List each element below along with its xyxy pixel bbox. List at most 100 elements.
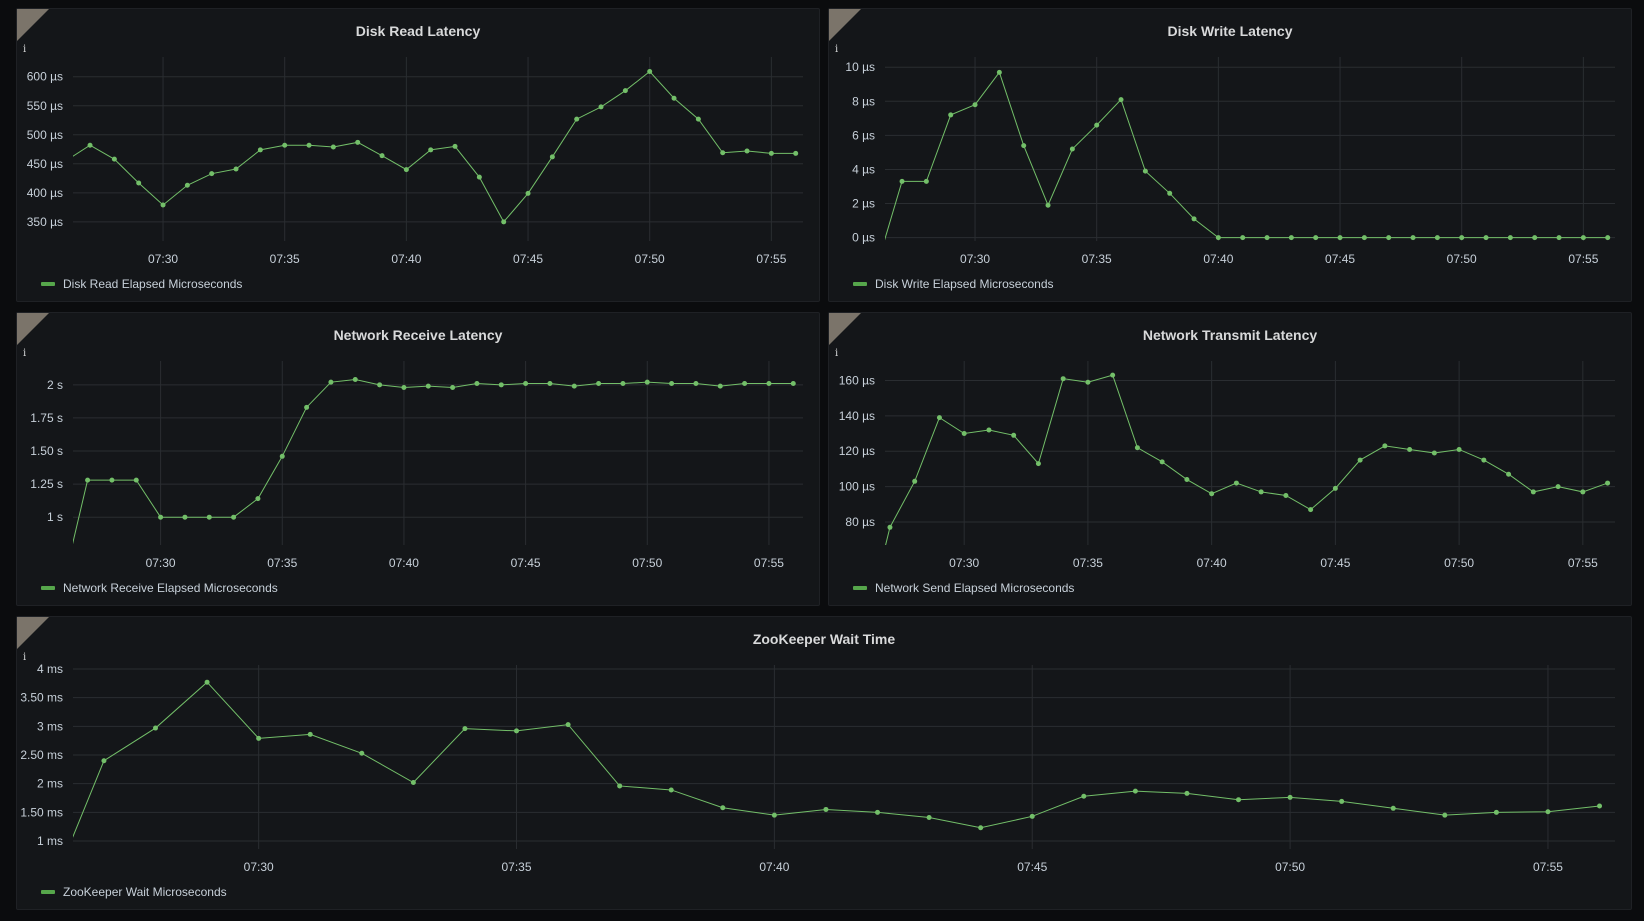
- y-tick-label: 1 s: [47, 510, 63, 524]
- data-point: [1029, 813, 1035, 819]
- data-point: [926, 814, 932, 820]
- panel-title[interactable]: Network Transmit Latency: [1142, 327, 1318, 343]
- data-point: [1081, 793, 1087, 799]
- y-tick-label: 450 µs: [27, 157, 63, 171]
- x-tick-label: 07:30: [244, 860, 274, 874]
- data-point: [1167, 190, 1173, 196]
- data-point: [153, 725, 159, 731]
- data-point: [668, 787, 674, 793]
- y-tick-label: 1.50 s: [30, 444, 63, 458]
- y-tick-label: 6 µs: [852, 128, 875, 142]
- data-point: [647, 69, 653, 75]
- info-icon[interactable]: i: [829, 313, 861, 359]
- data-point: [1021, 143, 1027, 149]
- x-tick-label: 07:55: [754, 556, 784, 570]
- legend-item[interactable]: Disk Write Elapsed Microseconds: [853, 277, 1054, 291]
- x-tick-label: 07:50: [632, 556, 662, 570]
- info-icon[interactable]: i: [829, 9, 861, 55]
- data-point: [1283, 492, 1289, 498]
- y-tick-label: 160 µs: [839, 373, 875, 387]
- data-point: [282, 142, 288, 148]
- data-point: [158, 514, 164, 520]
- data-point: [1580, 489, 1586, 495]
- y-tick-label: 2.50 ms: [20, 748, 63, 762]
- data-point: [1110, 372, 1116, 378]
- panel-title[interactable]: Network Receive Latency: [333, 327, 503, 343]
- chart-plot[interactable]: 350 µs 400 µs 450 µs 500 µs 550 µs 600 µs 07:3…: [17, 9, 819, 301]
- y-tick-label: 3 ms: [37, 719, 63, 733]
- data-point: [598, 104, 604, 110]
- data-point: [978, 825, 984, 831]
- chart-plot[interactable]: 80 µs 100 µs 120 µs 140 µs 160 µs 07:30 07:35 0…: [829, 313, 1631, 605]
- y-tick-label: 1.25 s: [30, 477, 63, 491]
- data-point: [87, 142, 93, 148]
- chart-plot[interactable]: 0 µs 2 µs 4 µs 6 µs 8 µs 10 µs 07:30 07:35 07:40…: [829, 9, 1631, 301]
- legend-item[interactable]: Disk Read Elapsed Microseconds: [41, 277, 242, 291]
- data-point: [1556, 235, 1562, 241]
- data-point: [620, 381, 626, 387]
- data-point: [547, 381, 553, 387]
- panel-title[interactable]: ZooKeeper Wait Time: [752, 631, 896, 647]
- series-line: [73, 70, 796, 223]
- panel-network-receive-latency: 1 s 1.25 s 1.50 s 1.75 s 2 s 07:30 07:35 07:40 0…: [16, 312, 820, 606]
- data-point: [377, 382, 383, 388]
- data-point: [1159, 459, 1165, 465]
- data-point: [160, 202, 166, 208]
- data-point: [233, 166, 239, 172]
- y-tick-label: 1.75 s: [30, 411, 63, 425]
- x-tick-label: 07:40: [1197, 556, 1227, 570]
- x-tick-label: 07:35: [1082, 252, 1112, 266]
- legend-item[interactable]: ZooKeeper Wait Microseconds: [41, 885, 227, 899]
- legend-item[interactable]: Network Receive Elapsed Microseconds: [41, 581, 278, 595]
- data-point: [1442, 812, 1448, 818]
- x-tick-label: 07:40: [391, 252, 421, 266]
- data-point: [617, 783, 623, 789]
- data-point: [1191, 216, 1197, 222]
- data-point: [1481, 457, 1487, 463]
- data-point: [359, 750, 365, 756]
- y-tick-label: 2 µs: [852, 197, 875, 211]
- data-point: [771, 812, 777, 818]
- y-tick-label: 1 ms: [37, 834, 63, 848]
- chart-plot[interactable]: 1 ms 1.50 ms 2 ms 2.50 ms 3 ms 3.50 ms 4 ms 07:…: [17, 617, 1631, 909]
- x-tick-label: 07:40: [389, 556, 419, 570]
- panel-title[interactable]: Disk Read Latency: [355, 23, 481, 39]
- info-icon[interactable]: i: [17, 313, 49, 359]
- y-tick-label: 0 µs: [852, 231, 875, 245]
- data-point: [1605, 235, 1611, 241]
- data-point: [401, 384, 407, 390]
- x-tick-label: 07:55: [756, 252, 786, 266]
- data-point: [1118, 97, 1124, 103]
- chart-plot[interactable]: 1 s 1.25 s 1.50 s 1.75 s 2 s 07:30 07:35 07:40 0…: [17, 313, 819, 605]
- data-point: [1390, 805, 1396, 811]
- data-point: [352, 377, 358, 383]
- y-tick-label: 3.50 ms: [20, 691, 63, 705]
- data-point: [574, 116, 580, 122]
- panel-title[interactable]: Disk Write Latency: [1167, 23, 1293, 39]
- x-tick-label: 07:45: [1017, 860, 1047, 874]
- info-icon[interactable]: i: [17, 9, 49, 55]
- y-tick-label: 4 µs: [852, 162, 875, 176]
- legend-item[interactable]: Network Send Elapsed Microseconds: [853, 581, 1074, 595]
- info-icon[interactable]: i: [17, 617, 49, 663]
- data-point: [428, 147, 434, 153]
- data-point: [355, 139, 361, 145]
- data-point: [410, 780, 416, 786]
- data-point: [133, 477, 139, 483]
- data-point: [1580, 235, 1586, 241]
- legend-swatch: [853, 282, 867, 286]
- y-tick-label: 500 µs: [27, 128, 63, 142]
- data-point: [790, 381, 796, 387]
- data-point: [379, 153, 385, 159]
- y-tick-label: 1.50 ms: [20, 805, 63, 819]
- panel-disk-write-latency: 0 µs 2 µs 4 µs 6 µs 8 µs 10 µs 07:30 07:35 07:40…: [828, 8, 1632, 302]
- data-point: [1184, 790, 1190, 796]
- data-point: [1313, 235, 1319, 241]
- x-tick-label: 07:55: [1533, 860, 1563, 874]
- y-tick-label: 80 µs: [845, 515, 875, 529]
- data-point: [720, 805, 726, 811]
- legend-label: ZooKeeper Wait Microseconds: [63, 885, 227, 899]
- x-tick-label: 07:50: [1447, 252, 1477, 266]
- data-point: [476, 174, 482, 180]
- data-point: [1209, 491, 1215, 497]
